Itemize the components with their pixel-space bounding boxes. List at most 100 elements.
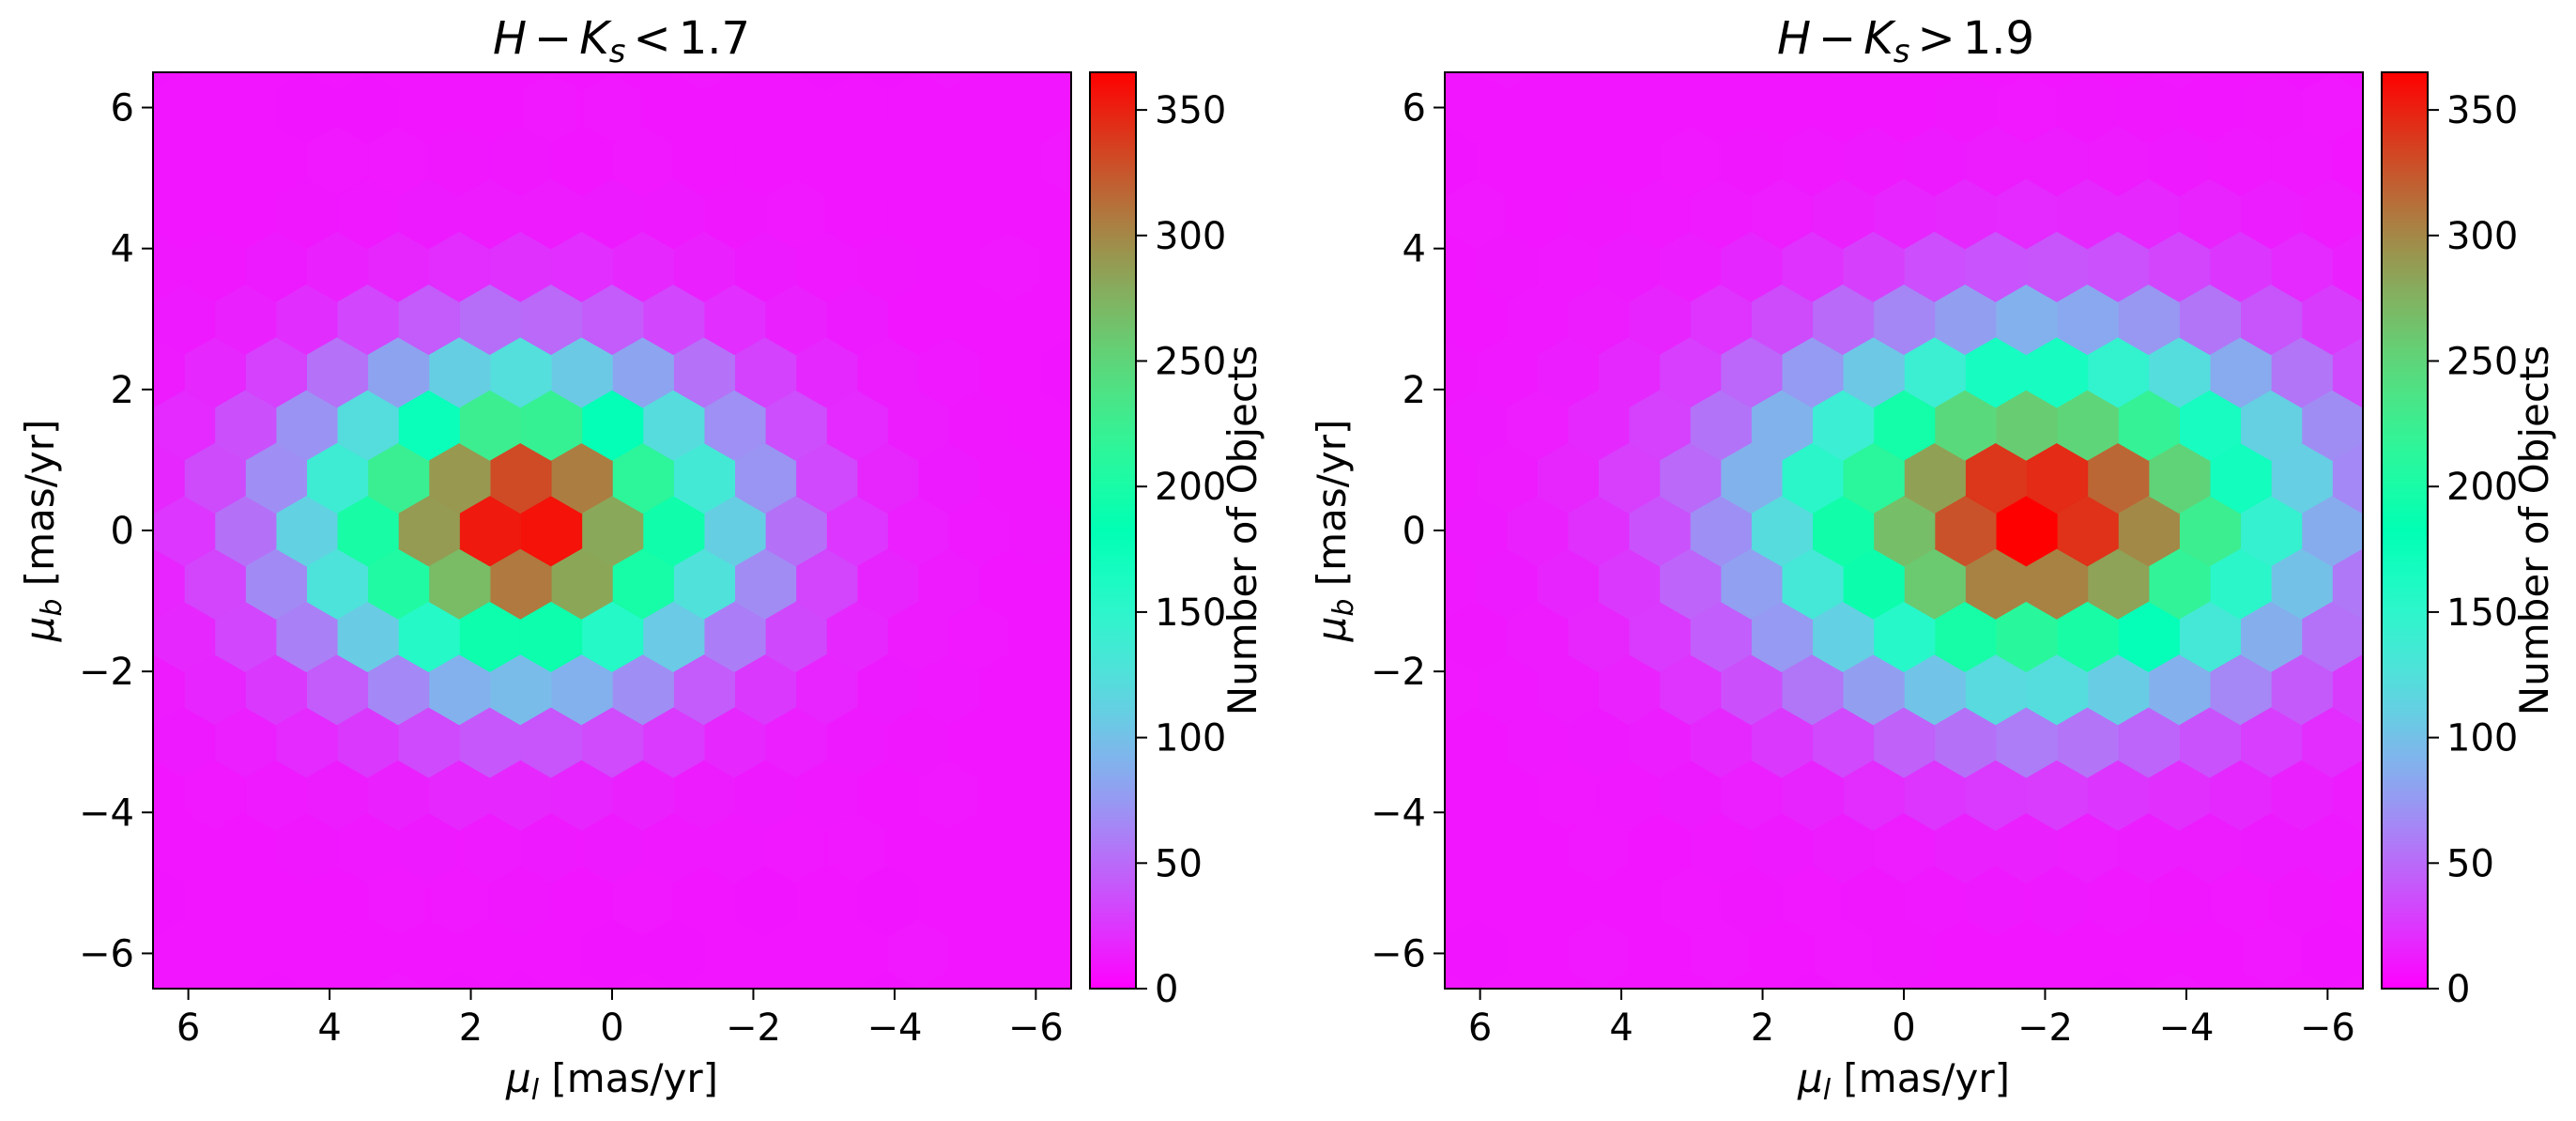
colorbar-tick-label: 250: [2446, 341, 2518, 384]
panel-2-hexbin: [1445, 72, 2363, 989]
hexbin-cell: [1445, 723, 1447, 761]
x-tick-label: 2: [459, 1006, 483, 1050]
hexbin-cell: [855, 970, 919, 989]
hexbin-cell: [153, 723, 155, 761]
hexbin-cell: [488, 970, 552, 989]
panel-2-colorbar-label: Number of Objects: [2511, 346, 2557, 716]
hexbin-cell: [550, 970, 613, 989]
x-tick-label: −6: [2300, 1006, 2355, 1050]
hexbin-cell: [1964, 72, 2028, 91]
y-tick-label: 2: [1403, 369, 1426, 412]
x-tick-label: 6: [176, 1006, 200, 1050]
hexbin-cell: [2025, 72, 2089, 91]
hexbin-cell: [672, 72, 736, 91]
y-tick-label: −2: [1371, 651, 1426, 694]
hexbin-cell: [244, 970, 307, 989]
panel-2-colorbar: [2381, 71, 2429, 990]
x-tick-label: 4: [1609, 1006, 1633, 1050]
y-tick-label: 6: [111, 87, 134, 131]
x-tick-label: 2: [1751, 1006, 1774, 1050]
y-tick-label: −6: [1371, 932, 1426, 975]
hexbin-cell: [244, 72, 307, 91]
panel-2-title: H − Ks >1.9: [1777, 12, 2034, 70]
panel-2-y-axis-label: μb [mas/yr]: [1309, 420, 1360, 643]
hexbin-cell: [2270, 970, 2333, 989]
colorbar-tick-label: 200: [2446, 466, 2518, 509]
hexbin-cell: [733, 72, 797, 91]
hexbin-cell: [550, 72, 613, 91]
colorbar-tick-label: 0: [1155, 968, 1178, 1011]
colorbar-tick-label: 300: [2446, 215, 2518, 258]
hexbin-cell: [855, 72, 919, 91]
hexbin-cell: [1658, 970, 1722, 989]
hexbin-cell: [1780, 970, 1844, 989]
x-tick-label: −2: [726, 1006, 781, 1050]
hexbin-cell: [1475, 970, 1538, 989]
y-tick-label: −4: [1371, 791, 1426, 835]
hexbin-cell: [1597, 72, 1661, 91]
panel-1-x-axis: 6 4 2 0 −2 −4 −6: [176, 989, 1064, 1050]
colorbar-tick-label: 0: [2446, 968, 2470, 1011]
panel-1: H − Ks <1.7 6 4 2 0 −2 −4 −6 6 4 2 0 −2 −4 −6 μl [mas/y…: [17, 12, 1265, 1107]
panel-1-y-axis: 6 4 2 0 −2 −4 −6: [79, 87, 153, 975]
hexbin-cell: [183, 72, 246, 91]
x-tick-label: −4: [2158, 1006, 2214, 1050]
hexbin-cell: [1536, 72, 1599, 91]
panel-2-x-axis: 6 4 2 0 −2 −4 −6: [1468, 989, 2355, 1050]
hexbin-cell: [366, 72, 430, 91]
hexbin-cell: [1536, 970, 1599, 989]
colorbar-tick-label: 150: [1155, 591, 1226, 635]
hexbin-cell: [427, 970, 491, 989]
hexbin-cell: [611, 970, 674, 989]
hexbin-cell: [1964, 970, 2028, 989]
hexbin-cell: [305, 970, 369, 989]
x-tick-label: −6: [1008, 1006, 1064, 1050]
hexbin-cell: [1658, 72, 1722, 91]
y-tick-label: 4: [1403, 228, 1426, 271]
hexbin-cell: [1780, 72, 1844, 91]
hexbin-cell: [917, 72, 980, 91]
y-tick-label: 2: [111, 369, 134, 412]
panel-2: H − Ks >1.9 6 4 2 0 −2 −4 −6 6 4 2 0 −2 −4 −6 μl [mas/y…: [1309, 12, 2557, 1107]
hexbin-cell: [1903, 72, 1966, 91]
hexbin-cell: [1445, 299, 1447, 338]
hexbin-cell: [978, 72, 1041, 91]
hexbin-cell: [183, 970, 246, 989]
hexbin-cell: [427, 72, 491, 91]
hexbin-cell: [2209, 72, 2272, 91]
panel-2-y-axis: 6 4 2 0 −2 −4 −6: [1371, 87, 1445, 975]
colorbar-tick-label: 350: [2446, 89, 2518, 132]
hexbin-cell: [611, 72, 674, 91]
hexbin-cell: [1842, 970, 1905, 989]
hexbin-cell: [2025, 970, 2089, 989]
y-tick-label: 0: [1403, 510, 1426, 553]
y-tick-label: −4: [79, 791, 134, 835]
colorbar-tick-label: 100: [2446, 717, 2518, 760]
hexbin-cell: [488, 72, 552, 91]
hexbin-cell: [2270, 72, 2333, 91]
hexbin-cell: [1719, 970, 1783, 989]
hexbin-cell: [794, 970, 858, 989]
hexbin-cell: [978, 970, 1041, 989]
colorbar-tick-label: 250: [1155, 341, 1226, 384]
x-tick-label: 4: [317, 1006, 341, 1050]
colorbar-tick-label: 300: [1155, 215, 1226, 258]
colorbar-tick-label: 50: [1155, 842, 1203, 885]
hexbin-cell: [1842, 72, 1905, 91]
colorbar-tick-label: 150: [2446, 591, 2518, 635]
hexbin-cell: [2086, 970, 2150, 989]
colorbar-tick-label: 50: [2446, 842, 2494, 885]
hexbin-cell: [1719, 72, 1783, 91]
panel-1-colorbar: [1089, 71, 1137, 990]
hexbin-cell: [733, 970, 797, 989]
y-tick-label: 6: [1403, 87, 1426, 131]
hexbin-cell: [153, 299, 155, 338]
hexbin-cell: [1475, 72, 1538, 91]
hexbin-cell: [794, 72, 858, 91]
panel-2-x-axis-label: μl [mas/yr]: [1797, 1055, 2010, 1107]
hexbin-cell: [1597, 970, 1661, 989]
x-tick-label: 6: [1468, 1006, 1492, 1050]
panel-1-colorbar-label: Number of Objects: [1219, 346, 1265, 716]
x-tick-label: −4: [866, 1006, 922, 1050]
